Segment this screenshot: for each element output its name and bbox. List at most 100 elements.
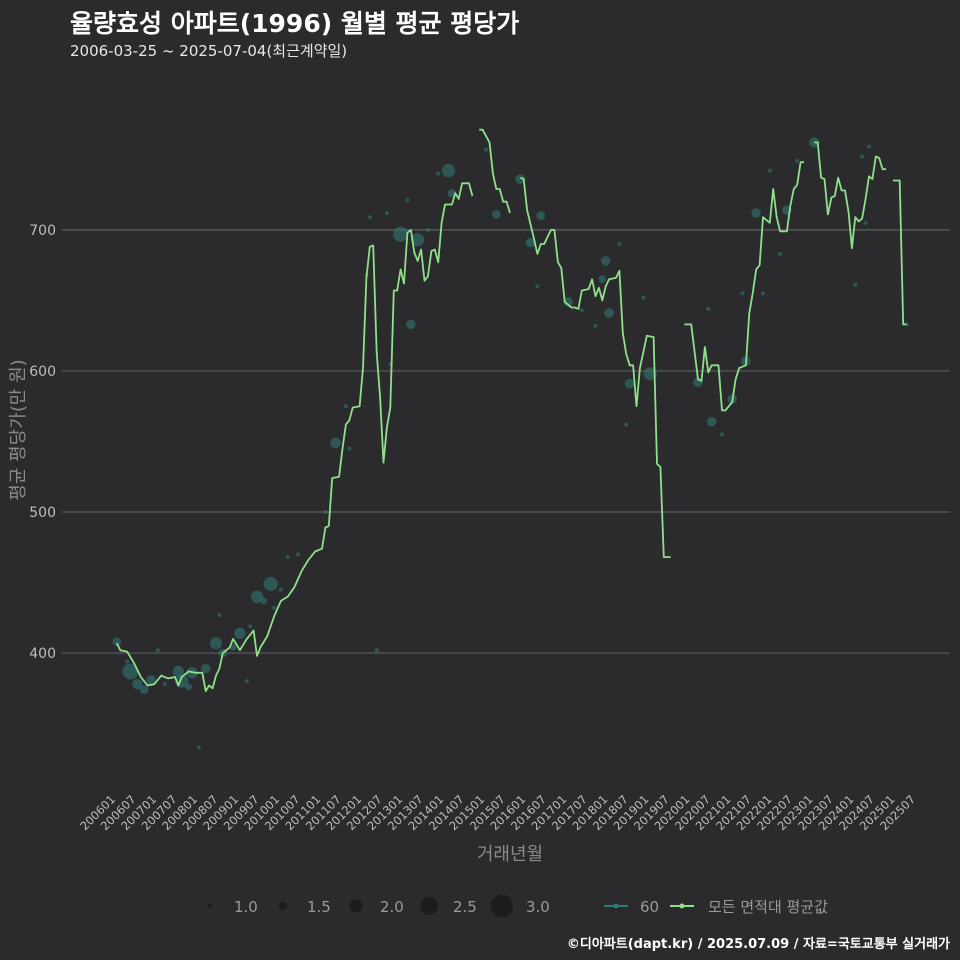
bubble-point xyxy=(405,198,410,203)
bubble-point xyxy=(146,675,156,685)
y-tick-label: 500 xyxy=(29,505,56,521)
bubble-point xyxy=(860,154,865,159)
legend: 1.0 1.5 2.0 2.5 3.0 60 모든 면적대 평균값 xyxy=(208,894,828,918)
bubble-point xyxy=(244,679,249,684)
y-axis-ticks: 400 500 600 700 xyxy=(29,223,56,662)
bubble-point xyxy=(330,437,341,449)
average-line-segment xyxy=(684,161,804,412)
bubble-point xyxy=(229,644,237,651)
bubble-point xyxy=(641,295,646,300)
legend-size-label: 2.5 xyxy=(453,898,477,916)
y-tick-label: 400 xyxy=(29,646,56,662)
average-line-segment xyxy=(519,176,671,558)
bubble-point xyxy=(278,587,283,592)
bubble-point xyxy=(384,210,389,215)
legend-size-swatch xyxy=(349,899,363,913)
credit-text: ©디아파트(dapt.kr) / 2025.07.09 / 자료=국토교통부 실… xyxy=(566,937,950,952)
bubble-point xyxy=(132,678,143,690)
bubble-point xyxy=(624,422,629,427)
bubble-point xyxy=(853,282,858,287)
bubble-point xyxy=(112,637,122,647)
legend-size-label: 1.0 xyxy=(234,898,258,916)
x-axis-ticks: 2006012006072007012007072008012008072009… xyxy=(77,792,918,833)
bubble-point xyxy=(260,597,268,605)
bubble-point xyxy=(593,323,598,328)
bubble-point xyxy=(535,284,540,289)
bubble-point xyxy=(760,291,765,296)
bubble-point xyxy=(643,367,657,381)
bubble-point xyxy=(706,416,717,427)
bubble-point xyxy=(492,210,501,219)
bubble-point xyxy=(250,590,264,603)
bubble-point xyxy=(162,682,167,687)
bubble-point xyxy=(441,164,456,178)
bubble-point xyxy=(617,242,622,246)
legend-60-dot xyxy=(613,903,619,909)
bubble-point xyxy=(624,378,635,389)
bubble-point xyxy=(598,275,607,284)
bubble-point xyxy=(248,624,253,629)
bubble-point xyxy=(125,659,130,664)
bubble-point xyxy=(866,144,871,149)
grid-lines xyxy=(62,229,950,654)
bubble-point xyxy=(525,237,536,248)
bubble-point xyxy=(393,226,409,242)
bubble-point xyxy=(272,605,277,610)
legend-size-label: 2.0 xyxy=(380,898,404,916)
bubble-point xyxy=(863,220,868,225)
legend-average-dot xyxy=(679,903,685,909)
bubble-point xyxy=(600,256,611,266)
bubble-point xyxy=(323,510,328,514)
bubble-point xyxy=(515,174,526,184)
bubble-point xyxy=(406,319,416,330)
legend-size-label: 3.0 xyxy=(526,898,550,916)
y-axis-label: 평균 평당가(만 원) xyxy=(8,359,29,500)
chart-subtitle: 2006-03-25 ~ 2025-07-04(최근계약일) xyxy=(70,42,348,60)
bubble-point xyxy=(740,291,745,296)
bubble-point xyxy=(155,648,160,653)
bubble-point xyxy=(604,308,614,318)
bubble-point xyxy=(263,576,278,591)
bubble-point xyxy=(411,233,425,247)
average-line-segment xyxy=(814,141,887,250)
bubble-point xyxy=(484,147,489,152)
bubble-point xyxy=(425,227,430,232)
bubble-point xyxy=(579,308,584,313)
bubble-point xyxy=(139,685,149,695)
bubble-point xyxy=(347,446,352,451)
legend-average-label: 모든 면적대 평균값 xyxy=(708,898,828,916)
bubble-point xyxy=(209,637,223,650)
legend-size-label: 1.5 xyxy=(307,898,331,916)
bubble-point xyxy=(185,683,193,691)
bubble-point xyxy=(172,665,185,678)
x-axis-label: 거래년월 xyxy=(477,844,543,865)
bubble-point xyxy=(343,404,348,409)
legend-60-label: 60 xyxy=(640,898,659,916)
legend-size-swatch xyxy=(490,894,514,918)
bubble-point xyxy=(200,663,211,674)
chart-title: 율량효성 아파트(1996) 월별 평균 평당가 xyxy=(70,9,520,38)
bubble-point xyxy=(436,171,441,176)
y-tick-label: 700 xyxy=(29,223,56,239)
bubble-point xyxy=(196,745,201,750)
bubble-point xyxy=(751,208,761,218)
bubble-point xyxy=(217,612,222,617)
bubble-point xyxy=(122,663,139,680)
legend-size-swatch xyxy=(278,901,288,911)
bubble-point xyxy=(706,306,711,311)
bubble-point xyxy=(367,215,372,220)
bubble-point xyxy=(285,555,290,560)
bubble-point xyxy=(778,251,783,256)
legend-size-swatch xyxy=(208,904,212,908)
bubble-point xyxy=(234,627,246,639)
bubble-point xyxy=(767,168,772,173)
bubble-point xyxy=(536,211,546,221)
average-line-segment xyxy=(115,182,474,692)
y-tick-label: 600 xyxy=(29,364,56,380)
average-line-segment xyxy=(479,128,511,214)
bubble-point xyxy=(795,158,800,163)
bubble-point xyxy=(374,648,379,653)
bubble-series xyxy=(112,137,909,750)
bubble-point xyxy=(719,432,724,437)
